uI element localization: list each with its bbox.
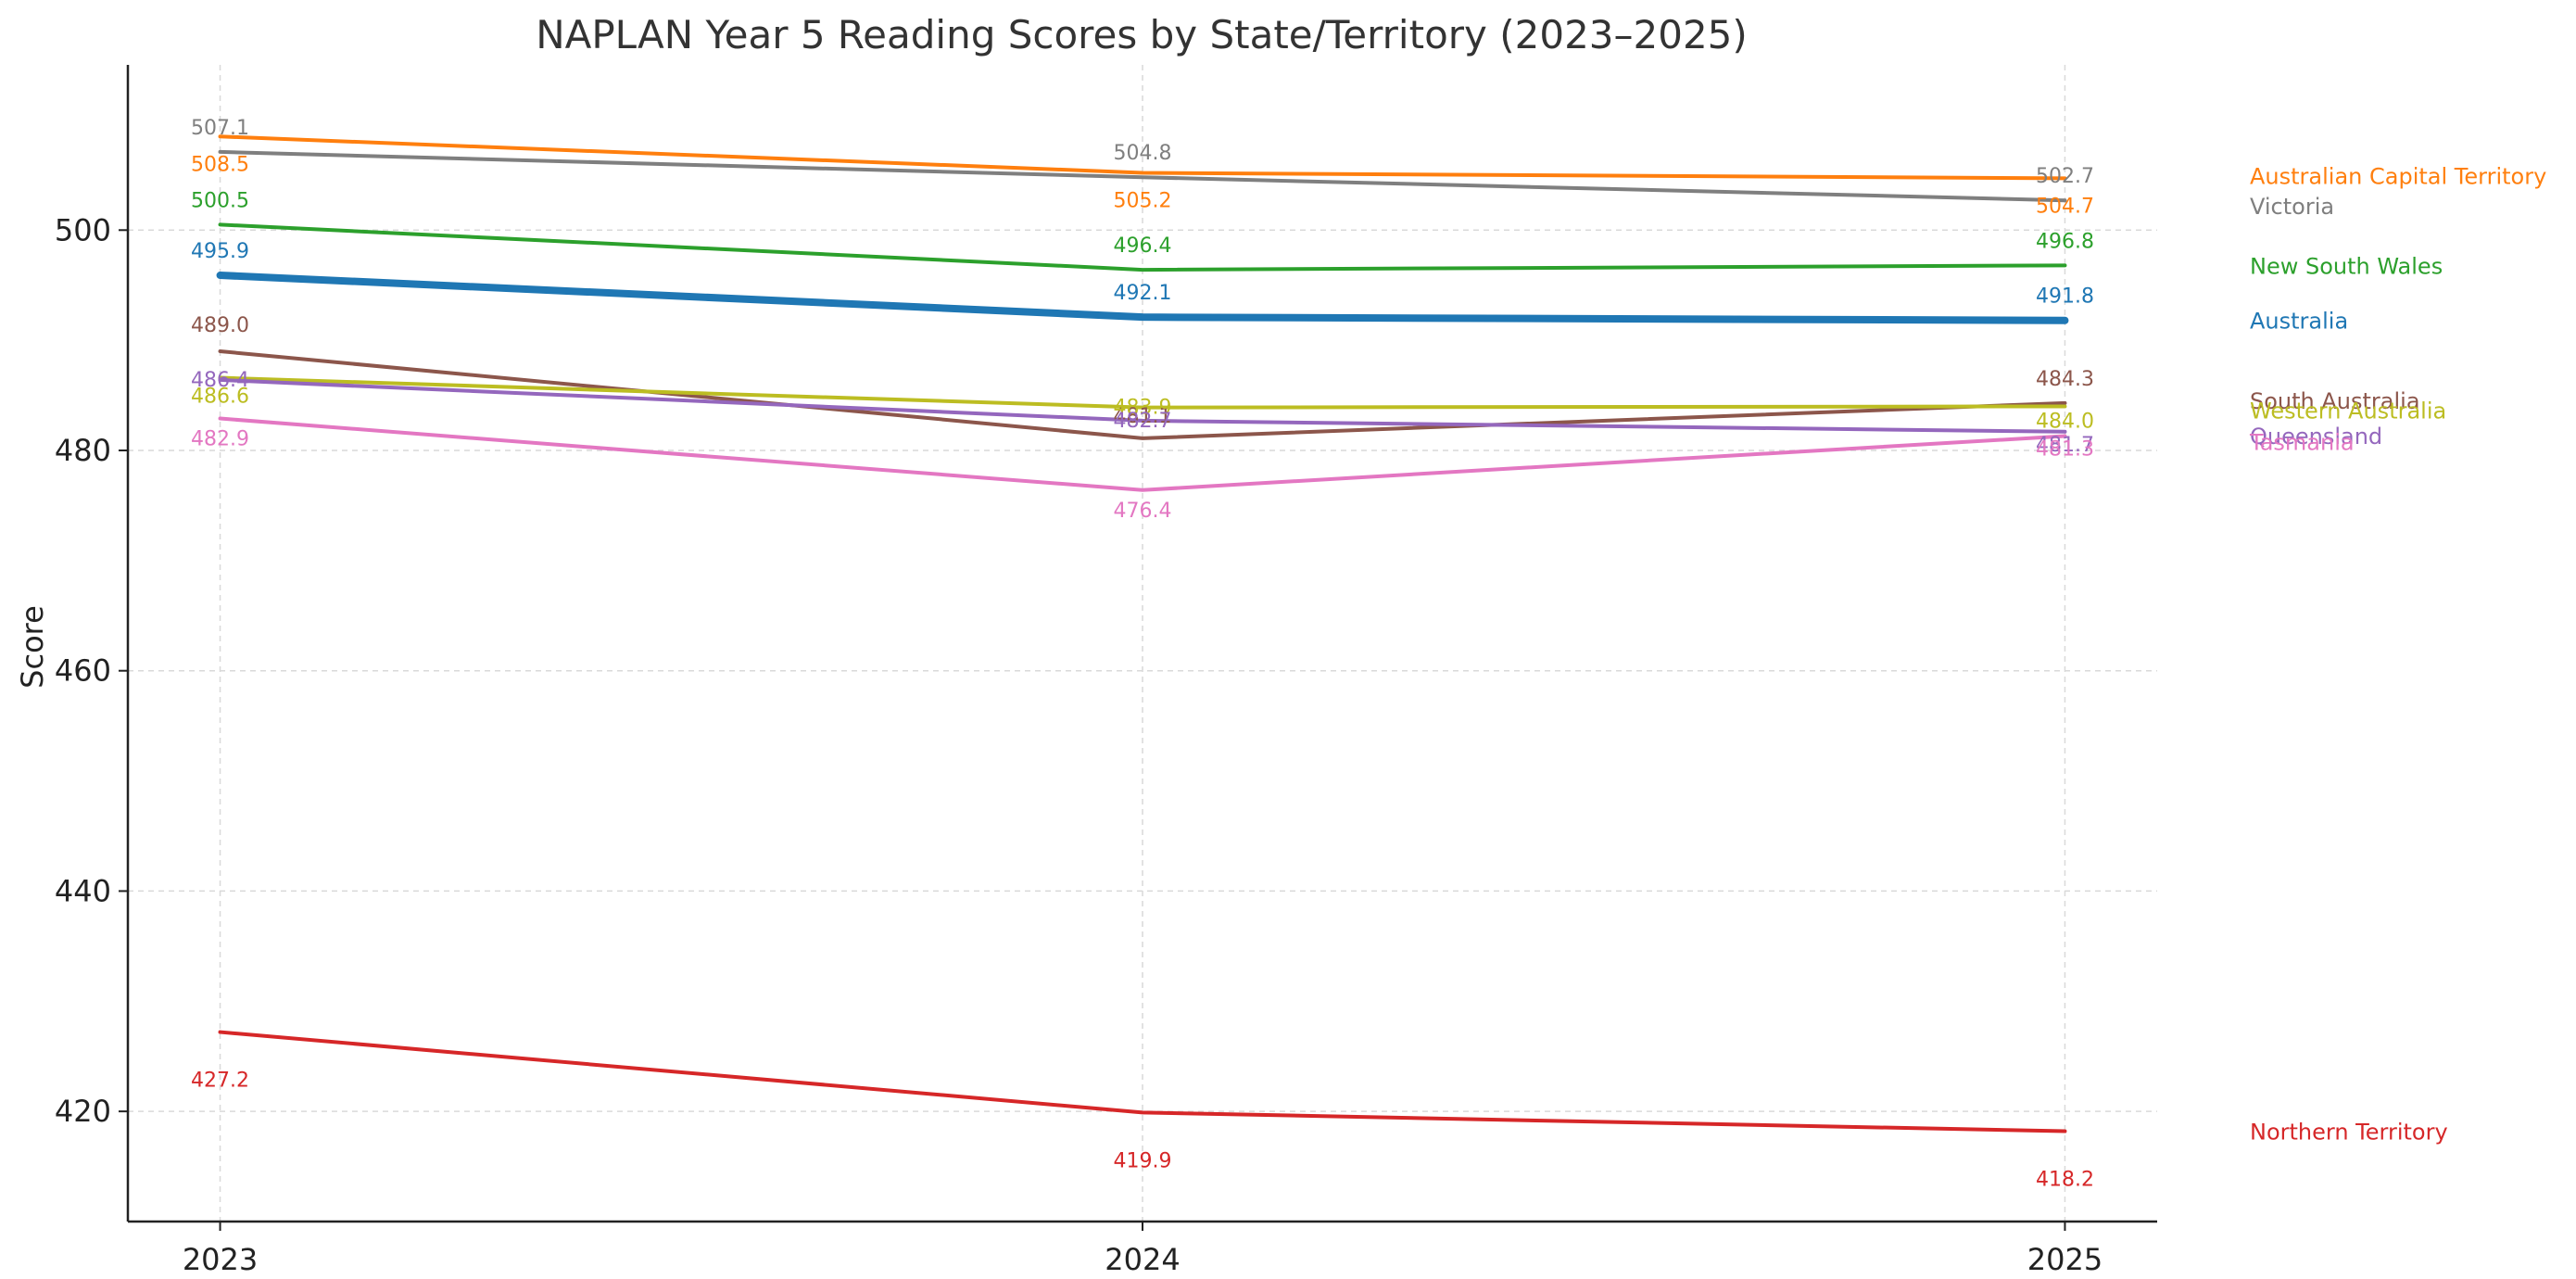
data-label-south-australia: 489.0 [191,314,249,337]
data-label-victoria: 504.8 [1114,142,1172,165]
data-label-tasmania: 476.4 [1114,500,1172,523]
data-label-northern-territory: 427.2 [191,1070,249,1093]
data-label-new-south-wales: 496.4 [1114,234,1172,258]
y-tick-label: 420 [55,1094,111,1129]
data-label-northern-territory: 419.9 [1114,1149,1172,1172]
data-labels: 508.5 505.2 504.7 507.1 504.8 502.7 500.5 496.4… [191,117,2094,1192]
data-label-australia: 492.1 [1114,282,1172,305]
data-label-queensland: 486.4 [191,369,249,392]
series-end-labels: Australian Capital Territory Victoria New … [2249,163,2546,1145]
x-tick-label: 2023 [183,1242,258,1277]
series-line-south-australia [218,349,2067,440]
data-label-northern-territory: 418.2 [2036,1169,2094,1192]
chart-title: NAPLAN Year 5 Reading Scores by State/Te… [536,12,1748,57]
series-end-label-new-south-wales: New South Wales [2250,253,2443,279]
series-line-western-australia [218,375,2067,410]
series-end-label-australia: Australia [2250,309,2348,335]
series-end-label-south-australia: South Australia [2250,388,2420,414]
data-label-australian-capital-territory: 504.7 [2036,195,2094,218]
data-label-south-australia: 484.3 [2036,368,2094,391]
y-tick-label: 440 [55,873,111,908]
y-tick-label: 500 [55,212,111,247]
data-label-new-south-wales: 496.8 [2036,230,2094,253]
y-tick-label: 480 [55,433,111,468]
y-axis-label: Score [15,605,50,689]
data-label-south-australia: 481.1 [1114,405,1172,428]
series-end-label-victoria: Victoria [2250,194,2334,220]
data-label-australia: 495.9 [191,240,249,263]
series-line-new-south-wales [218,222,2067,272]
x-tick-label: 2024 [1105,1242,1180,1277]
data-label-western-australia: 486.6 [191,386,249,409]
series-line-tasmania [218,416,2067,492]
series-line-queensland [218,377,2067,434]
data-label-australian-capital-territory: 508.5 [191,153,249,176]
data-label-queensland: 481.7 [2036,434,2094,457]
data-label-western-australia: 484.0 [2036,410,2094,433]
y-tick-label: 460 [55,653,111,689]
series-end-label-queensland: Queensland [2250,424,2382,450]
series-lines [216,134,2069,1133]
series-end-label-tasmania: Tasmania [2249,430,2355,456]
data-label-australia: 491.8 [2036,285,2094,309]
data-label-victoria: 502.7 [2036,165,2094,188]
series-end-label-australian-capital-territory: Australian Capital Territory [2250,163,2546,189]
series-end-label-northern-territory: Northern Territory [2250,1120,2448,1146]
data-label-new-south-wales: 500.5 [191,189,249,212]
series-line-australian-capital-territory [218,134,2067,181]
x-tick-label: 2025 [2027,1242,2102,1277]
data-label-tasmania: 482.9 [191,428,249,451]
series-line-australia [216,272,2069,324]
data-label-australian-capital-territory: 505.2 [1114,189,1172,212]
series-line-northern-territory [218,1030,2067,1133]
data-label-tasmania: 481.3 [2036,438,2094,462]
series-line-victoria [218,149,2067,203]
data-label-victoria: 507.1 [191,117,249,140]
data-label-western-australia: 483.9 [1114,397,1172,420]
series-end-label-western-australia: Western Australia [2250,398,2446,424]
data-label-queensland: 482.7 [1114,410,1172,433]
axes: 420 440 460 480 500 2023 2024 2025 [55,65,2157,1277]
